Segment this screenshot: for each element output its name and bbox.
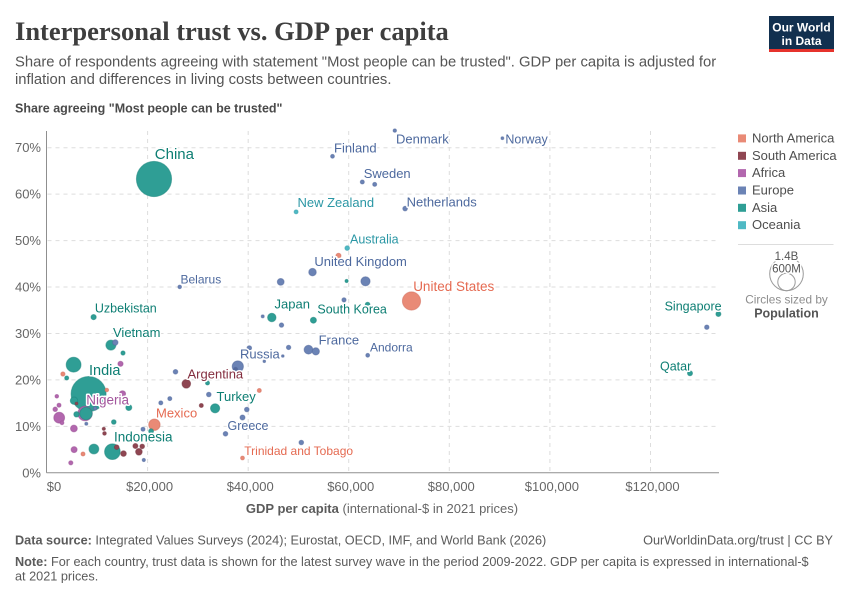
svg-text:Indonesia: Indonesia [114,430,173,445]
svg-text:at 2021 prices.: at 2021 prices. [15,570,98,584]
svg-text:$60,000: $60,000 [327,479,374,494]
svg-text:in Data: in Data [781,34,821,48]
svg-text:inflation and differences in l: inflation and differences in living cost… [15,72,391,88]
svg-text:Nigeria: Nigeria [86,392,129,407]
svg-text:20%: 20% [15,372,41,387]
svg-text:South Korea: South Korea [317,302,387,316]
svg-text:$120,000: $120,000 [625,479,679,494]
svg-text:New Zealand: New Zealand [298,195,375,210]
svg-text:$0: $0 [47,479,61,494]
svg-text:Andorra: Andorra [370,341,413,355]
svg-text:Interpersonal trust vs. GDP pe: Interpersonal trust vs. GDP per capita [15,16,449,46]
svg-text:Oceania: Oceania [752,217,801,232]
svg-text:Greece: Greece [228,419,269,433]
svg-text:France: France [319,333,359,348]
svg-text:Population: Population [754,307,819,321]
svg-text:Europe: Europe [752,183,794,198]
svg-text:China: China [155,146,195,163]
svg-text:$100,000: $100,000 [525,479,579,494]
svg-text:30%: 30% [15,326,41,341]
svg-text:600M: 600M [772,264,801,276]
svg-text:Denmark: Denmark [396,132,449,147]
svg-text:Vietnam: Vietnam [113,325,160,340]
svg-text:60%: 60% [15,187,41,202]
svg-text:$40,000: $40,000 [227,479,274,494]
svg-text:Sweden: Sweden [364,166,411,181]
svg-text:United Kingdom: United Kingdom [314,254,407,269]
svg-text:Qatar: Qatar [660,359,691,373]
svg-text:Our World: Our World [772,21,830,35]
svg-text:Note: For each country, trust: Note: For each country, trust data is sh… [15,555,809,569]
svg-text:Data source: Integrated Values: Data source: Integrated Values Surveys (… [15,534,546,548]
svg-text:Mexico: Mexico [156,405,197,420]
svg-text:Finland: Finland [334,140,377,155]
svg-text:Norway: Norway [505,133,548,147]
svg-text:Asia: Asia [752,200,778,215]
svg-text:10%: 10% [15,419,41,434]
svg-text:$80,000: $80,000 [428,479,475,494]
svg-text:South America: South America [752,148,837,163]
svg-text:40%: 40% [15,280,41,295]
svg-text:50%: 50% [15,233,41,248]
svg-text:Argentina: Argentina [188,367,244,382]
svg-text:North America: North America [752,130,835,145]
svg-text:$20,000: $20,000 [126,479,173,494]
svg-text:Turkey: Turkey [217,389,257,404]
svg-text:Belarus: Belarus [181,273,222,287]
svg-text:Netherlands: Netherlands [407,194,478,209]
svg-text:Africa: Africa [752,165,786,180]
svg-text:1.4B: 1.4B [775,251,799,263]
svg-text:United States: United States [413,279,494,294]
svg-text:Share agreeing "Most people ca: Share agreeing "Most people can be trust… [15,102,283,116]
svg-text:Uzbekistan: Uzbekistan [95,302,157,316]
svg-text:Circles sized by: Circles sized by [745,293,828,307]
svg-text:Singapore: Singapore [665,299,722,313]
svg-text:Russia: Russia [240,347,281,362]
svg-text:OurWorldinData.org/trust | CC: OurWorldinData.org/trust | CC BY [643,534,833,548]
svg-text:70%: 70% [15,140,41,155]
svg-text:Trinidad and Tobago: Trinidad and Tobago [244,444,353,458]
svg-text:Australia: Australia [350,233,399,247]
svg-text:Japan: Japan [275,297,310,312]
svg-text:Share of respondents agreeing: Share of respondents agreeing with state… [15,55,716,71]
svg-text:India: India [89,363,121,379]
svg-text:GDP per capita (international-: GDP per capita (international-$ in 2021 … [246,501,518,516]
svg-text:0%: 0% [22,465,41,480]
